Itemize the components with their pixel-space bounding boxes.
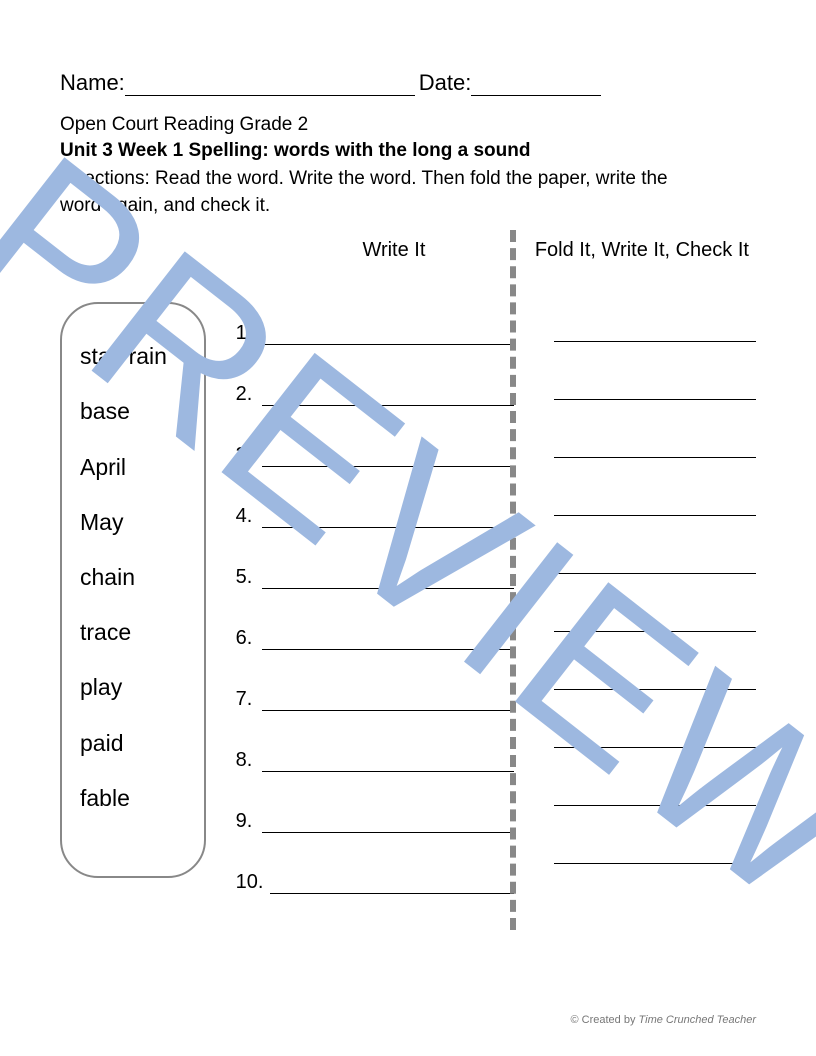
line-number: 4. (236, 505, 262, 528)
write-line[interactable]: 10. (236, 871, 515, 894)
write-line[interactable]: 8. (236, 749, 515, 772)
date-label: Date: (419, 70, 472, 96)
check-line[interactable] (554, 844, 756, 864)
check-line[interactable] (554, 380, 756, 400)
word-item: stay rain (80, 329, 186, 384)
fold-dashed-line (510, 230, 516, 930)
name-blank-line[interactable] (125, 74, 415, 96)
line-number: 3. (236, 444, 262, 467)
directions-text: Directions: Read the word. Write the wor… (60, 166, 700, 219)
line-number: 7. (236, 688, 262, 711)
write-line[interactable]: 1. (236, 322, 515, 345)
line-number: 10. (236, 871, 270, 894)
fold-check-column (554, 322, 756, 902)
unit-line: Unit 3 Week 1 Spelling: words with the l… (60, 140, 756, 162)
write-line[interactable]: 4. (236, 505, 515, 528)
date-blank-line[interactable] (471, 74, 601, 96)
header-row: Name: Date: (60, 70, 756, 96)
line-number: 8. (236, 749, 262, 772)
name-label: Name: (60, 70, 125, 96)
col-header-fold: Fold It, Write It, Check It (528, 239, 756, 262)
write-it-column: 1. 2. 3. 4. 5. 6. 7. 8. 9. 10. (236, 322, 515, 932)
col-header-write-it: Write It (260, 239, 528, 262)
word-item: play (80, 660, 186, 715)
check-line[interactable] (554, 322, 756, 342)
write-line[interactable]: 9. (236, 810, 515, 833)
write-line[interactable]: 6. (236, 627, 515, 650)
word-item: base (80, 384, 186, 439)
write-line[interactable]: 3. (236, 444, 515, 467)
write-line[interactable]: 2. (236, 383, 515, 406)
footer-author: Time Crunched Teacher (639, 1014, 757, 1026)
word-item: May (80, 495, 186, 550)
column-headers: Write It Fold It, Write It, Check It (60, 239, 756, 262)
word-item: April (80, 440, 186, 495)
footer-prefix: © Created by (570, 1014, 638, 1026)
line-number: 9. (236, 810, 262, 833)
write-line[interactable]: 5. (236, 566, 515, 589)
line-number: 6. (236, 627, 262, 650)
check-line[interactable] (554, 496, 756, 516)
check-line[interactable] (554, 670, 756, 690)
word-item: trace (80, 605, 186, 660)
check-line[interactable] (554, 786, 756, 806)
word-list-box: stay rain base April May chain trace pla… (60, 302, 206, 878)
word-item: paid (80, 716, 186, 771)
line-number: 1. (236, 322, 262, 345)
check-line[interactable] (554, 554, 756, 574)
word-item: chain (80, 550, 186, 605)
subtitle: Open Court Reading Grade 2 (60, 114, 756, 136)
word-item: fable (80, 771, 186, 826)
write-line[interactable]: 7. (236, 688, 515, 711)
check-line[interactable] (554, 728, 756, 748)
line-number: 5. (236, 566, 262, 589)
footer-credit: © Created by Time Crunched Teacher (570, 1014, 756, 1026)
date-field: Date: (419, 70, 602, 96)
check-line[interactable] (554, 612, 756, 632)
name-field: Name: (60, 70, 415, 96)
line-number: 2. (236, 383, 262, 406)
check-line[interactable] (554, 438, 756, 458)
